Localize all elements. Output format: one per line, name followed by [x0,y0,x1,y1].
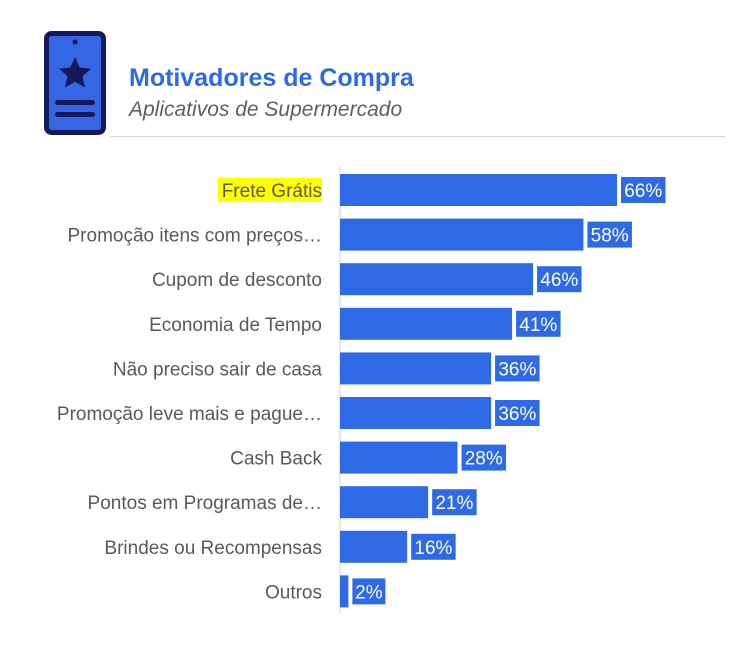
icon-line-top [55,100,95,105]
value-label-box [495,355,540,382]
bar [340,352,492,385]
icon-line-bottom [55,112,95,117]
category-label: Cash Back [230,449,322,470]
value-label: 46% [540,270,578,291]
value-label: 36% [498,404,536,425]
header-divider [110,136,725,137]
value-label: 16% [414,538,452,559]
value-label: 41% [519,315,557,336]
category-label: Pontos em Programas de… [88,493,322,514]
bar [340,263,534,296]
value-label: 2% [355,582,383,603]
value-label: 36% [498,359,536,380]
value-label-box [516,310,561,337]
value-label: 21% [435,493,473,514]
value-label-box [587,221,632,248]
star-shape [58,57,92,88]
value-label-box [495,400,540,426]
category-highlight [218,178,322,202]
value-label-box [621,177,666,203]
category-label: Brindes ou Recompensas [104,538,322,559]
value-label-box [461,444,507,471]
category-label: Não preciso sair de casa [113,359,323,380]
mobile-star-icon [44,31,106,135]
bar [340,441,458,474]
bar [340,397,492,429]
bar [340,307,513,340]
bar [340,575,349,608]
category-label: Promoção leve mais e pague… [57,404,322,425]
value-label: 28% [465,449,503,470]
bar [340,486,429,519]
category-label: Frete Grátis [222,181,322,202]
value-label: 66% [624,181,662,202]
value-label: 58% [591,226,629,247]
chart-subtitle: Aplicativos de Supermercado [129,98,403,121]
value-label-box [352,578,386,605]
bar [340,218,584,251]
bar [340,530,408,563]
phone-body [44,31,106,135]
category-label: Cupom de desconto [152,270,322,291]
phone-camera-dot [72,39,78,45]
value-label-box [411,533,456,560]
value-label-box [537,266,582,293]
value-label-box [432,489,477,516]
category-label: Promoção itens com preços… [68,226,323,247]
category-label: Economia de Tempo [149,315,322,336]
bar [340,174,617,206]
chart-title: Motivadores de Compra [129,64,414,92]
category-label: Outros [265,582,322,603]
